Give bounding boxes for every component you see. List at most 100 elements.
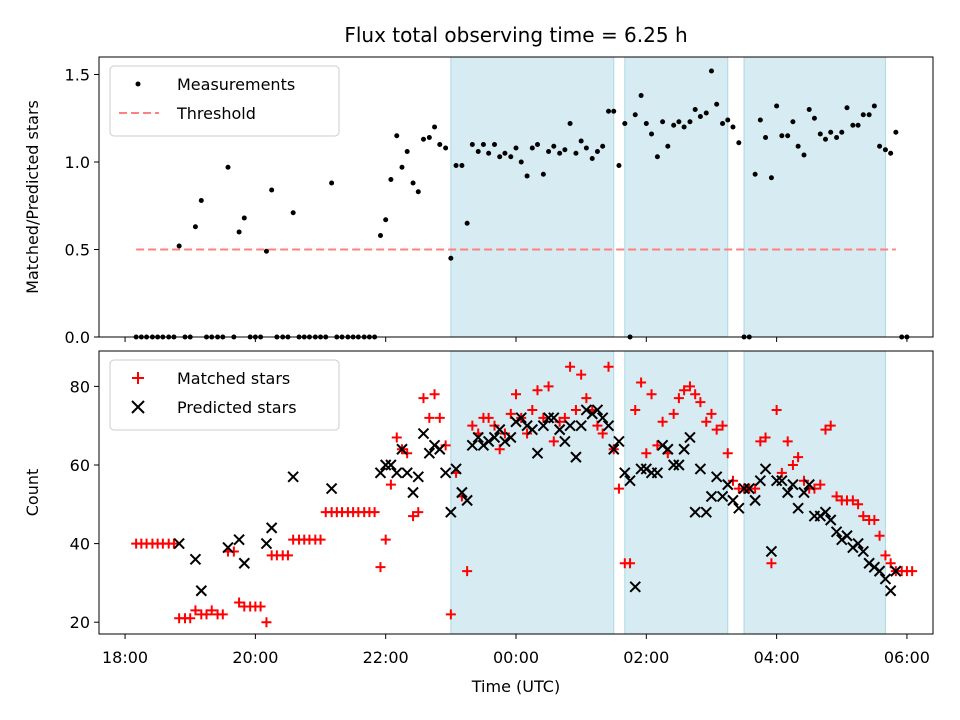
- legend-label: Measurements: [177, 75, 295, 94]
- measurement-point: [682, 125, 687, 130]
- measurement-point: [199, 198, 204, 203]
- measurement-point: [535, 142, 540, 147]
- measurement-point: [492, 142, 497, 147]
- matched-star-point: [218, 609, 228, 619]
- measurement-point: [660, 119, 665, 124]
- measurement-point: [725, 118, 730, 123]
- measurement-point: [525, 174, 530, 179]
- measurement-point: [541, 172, 546, 177]
- shaded-interval: [451, 57, 614, 337]
- measurement-point: [242, 216, 247, 221]
- x-axis-label: Time (UTC): [471, 677, 560, 696]
- y-tick-label: 40: [70, 535, 90, 554]
- y-tick-label: 0.0: [65, 328, 90, 347]
- measurement-point: [622, 121, 627, 126]
- measurement-point: [519, 160, 524, 165]
- measurement-point: [481, 142, 486, 147]
- measurement-point: [416, 189, 421, 194]
- matched-star-point: [256, 601, 266, 611]
- matched-star-point: [283, 550, 293, 560]
- measurement-point: [530, 146, 535, 151]
- measurement-point: [877, 144, 882, 149]
- measurement-point: [329, 181, 334, 186]
- measurement-point: [818, 132, 823, 137]
- predicted-star-point: [441, 468, 451, 478]
- matched-star-point: [424, 413, 434, 423]
- measurement-point: [644, 121, 649, 126]
- matched-star-point: [316, 535, 326, 545]
- measurement-point: [508, 154, 513, 159]
- measurement-point: [269, 188, 274, 193]
- y-axis-label: Count: [23, 469, 42, 517]
- measurement-point: [514, 146, 519, 151]
- measurement-point: [633, 112, 638, 117]
- measurement-point: [226, 165, 231, 170]
- measurement-point: [861, 112, 866, 117]
- measurement-point: [801, 153, 806, 158]
- measurement-point: [844, 105, 849, 110]
- measurement-point: [730, 125, 735, 130]
- chart-title: Flux total observing time = 6.25 h: [344, 23, 687, 47]
- measurement-point: [562, 147, 567, 152]
- predicted-star-point: [288, 472, 298, 482]
- x-tick-label: 02:00: [623, 648, 669, 667]
- shaded-interval: [744, 57, 885, 337]
- predicted-star-point: [234, 535, 244, 545]
- measurement-point: [193, 224, 198, 229]
- measurement-point: [698, 114, 703, 119]
- measurement-point: [264, 249, 269, 254]
- measurement-point: [427, 135, 432, 140]
- measurement-point: [546, 149, 551, 154]
- measurement-point: [736, 140, 741, 145]
- measurement-point: [714, 102, 719, 107]
- measurement-point: [655, 154, 660, 159]
- measurement-point: [753, 172, 758, 177]
- matched-star-point: [375, 562, 385, 572]
- measurement-point: [709, 69, 714, 74]
- measurement-point: [568, 121, 573, 126]
- measurement-point: [828, 130, 833, 135]
- predicted-star-point: [413, 472, 423, 482]
- measurement-point: [839, 130, 844, 135]
- measurement-point: [600, 144, 605, 149]
- measurement-point: [437, 142, 442, 147]
- y-axis-label: Matched/Predicted stars: [23, 100, 42, 294]
- x-tick-label: 22:00: [363, 648, 409, 667]
- matched-star-point: [169, 539, 179, 549]
- measurement-point: [665, 144, 670, 149]
- x-tick-label: 06:00: [884, 648, 930, 667]
- measurement-point: [448, 256, 453, 261]
- shaded-interval: [625, 57, 728, 337]
- measurement-point: [676, 119, 681, 124]
- measurement-point: [671, 123, 676, 128]
- matched-star-point: [386, 480, 396, 490]
- measurement-point: [850, 123, 855, 128]
- shaded-interval: [451, 351, 614, 634]
- measurement-point: [883, 147, 888, 152]
- measurement-point: [443, 146, 448, 151]
- measurement-point: [867, 112, 872, 117]
- measurement-point: [551, 144, 556, 149]
- measurement-point: [687, 119, 692, 124]
- x-tick-label: 18:00: [102, 648, 148, 667]
- y-tick-label: 1.0: [65, 153, 90, 172]
- measurement-point: [237, 230, 242, 235]
- predicted-star-point: [435, 444, 445, 454]
- matched-star-point: [229, 546, 239, 556]
- y-tick-label: 80: [70, 377, 90, 396]
- x-tick-label: 20:00: [232, 648, 278, 667]
- measurement-point: [704, 111, 709, 116]
- measurement-point: [595, 149, 600, 154]
- measurement-point: [394, 133, 399, 138]
- measurement-point: [888, 151, 893, 156]
- measurement-point: [785, 133, 790, 138]
- y-tick-label: 1.5: [65, 66, 90, 85]
- legend-marker-dot: [136, 82, 141, 87]
- measurement-point: [779, 133, 784, 138]
- measurement-point: [399, 165, 404, 170]
- matched-star-point: [370, 507, 380, 517]
- y-tick-label: 0.5: [65, 241, 90, 260]
- measurement-point: [388, 177, 393, 182]
- measurement-point: [611, 109, 616, 114]
- measurement-point: [291, 210, 296, 215]
